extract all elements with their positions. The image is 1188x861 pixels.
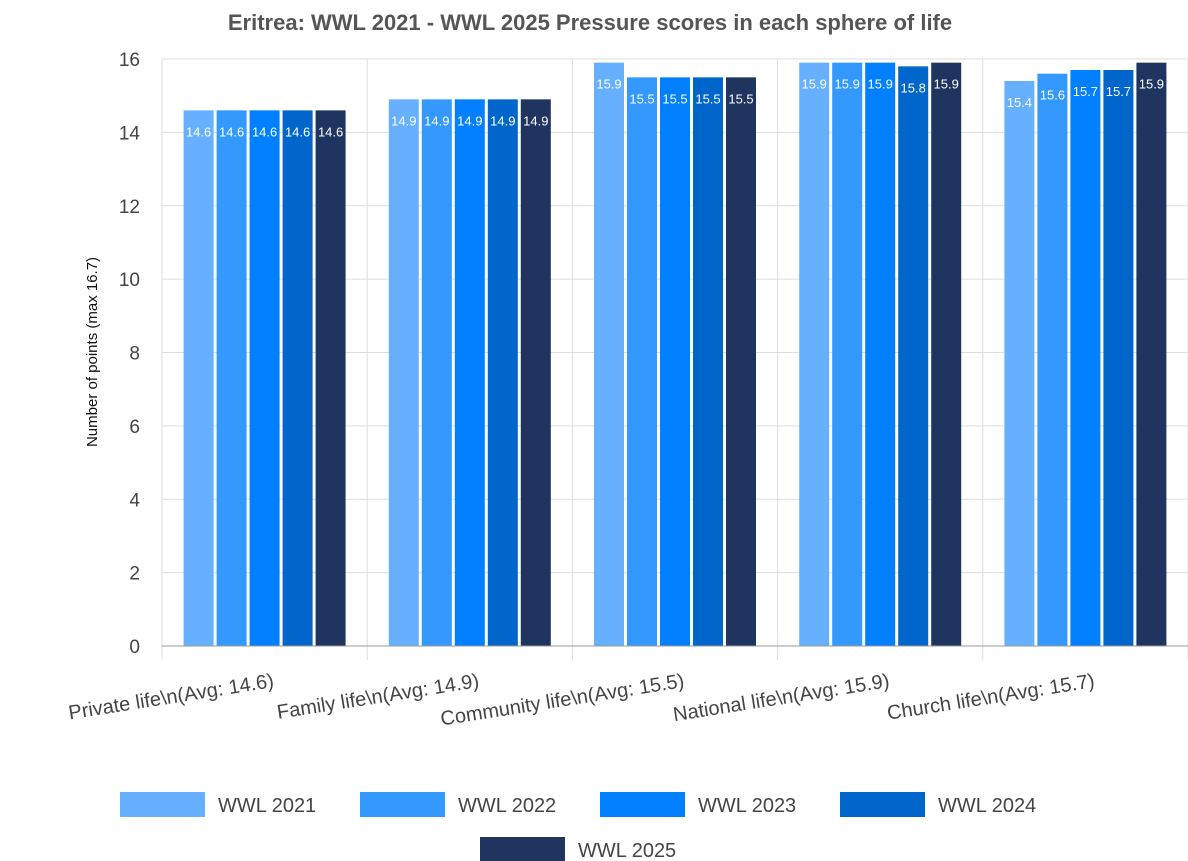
y-tick-label: 4: [129, 490, 140, 511]
data-label: 14.6: [219, 124, 244, 139]
y-tick-label: 0: [129, 637, 140, 658]
bar: [315, 110, 346, 647]
bar: [931, 62, 962, 646]
bar: [726, 77, 756, 646]
data-label: 15.9: [1139, 77, 1164, 92]
bar: [454, 99, 485, 646]
legend-item[interactable]: WWL 2024: [840, 792, 1036, 817]
bar: [249, 110, 280, 647]
bar: [898, 66, 929, 646]
data-label: 14.9: [457, 113, 482, 128]
data-label: 14.6: [318, 124, 343, 139]
x-tick-label: National life\n(Avg: 15.9): [672, 670, 891, 726]
bar: [421, 99, 452, 646]
data-label: 15.9: [835, 77, 860, 92]
chart-title: Eritrea: WWL 2021 - WWL 2025 Pressure sc…: [228, 10, 952, 35]
bar: [865, 62, 896, 646]
legend-label: WWL 2023: [698, 795, 796, 817]
data-label: 15.7: [1073, 84, 1098, 99]
data-label: 15.9: [596, 77, 621, 92]
data-label: 15.5: [695, 91, 720, 106]
data-label: 14.9: [490, 113, 515, 128]
data-label: 14.9: [391, 113, 416, 128]
data-label: 15.7: [1106, 84, 1131, 99]
data-label: 15.9: [934, 77, 959, 92]
bars: [183, 62, 1167, 647]
legend-swatch: [480, 837, 565, 861]
legend-swatch: [360, 792, 445, 817]
y-tick-label: 10: [119, 270, 140, 291]
bar: [183, 110, 214, 647]
data-label: 15.4: [1007, 95, 1032, 110]
y-tick-label: 14: [119, 123, 141, 144]
legend-item[interactable]: WWL 2025: [480, 837, 676, 861]
legend-swatch: [120, 792, 205, 817]
bar: [799, 62, 830, 646]
y-tick-label: 12: [119, 197, 140, 218]
y-tick-label: 2: [129, 564, 140, 585]
legend-item[interactable]: WWL 2022: [360, 792, 556, 817]
data-label: 14.6: [252, 124, 277, 139]
data-label: 15.9: [802, 77, 827, 92]
data-labels: 14.6 14.6 14.6 14.6 14.6 14.9 14.9 14.9 14.9 14.9…: [186, 77, 1164, 140]
data-label: 15.8: [901, 80, 926, 95]
y-tick-label: 6: [129, 417, 140, 438]
data-label: 14.9: [523, 113, 548, 128]
legend-label: WWL 2025: [578, 840, 676, 861]
legend: WWL 2021 WWL 2022 WWL 2023 WWL 2024 WWL 2025: [120, 792, 1036, 861]
bar: [1103, 70, 1134, 647]
data-label: 15.6: [1040, 88, 1065, 103]
data-label: 15.5: [728, 91, 753, 106]
bar: [487, 99, 518, 646]
bar: [1136, 62, 1167, 646]
bar: [520, 99, 551, 646]
data-label: 15.5: [662, 91, 687, 106]
bar: [594, 62, 624, 646]
legend-label: WWL 2021: [218, 795, 316, 817]
bar: [693, 77, 723, 646]
bar: [1037, 73, 1068, 647]
data-label: 14.9: [424, 113, 449, 128]
x-axis: Private life\n(Avg: 14.6) Family life\n(A…: [67, 645, 1188, 730]
x-tick-label: Private life\n(Avg: 14.6): [67, 670, 275, 724]
data-label: 15.5: [629, 91, 654, 106]
bar: [832, 62, 863, 646]
data-label: 15.9: [868, 77, 893, 92]
bar: [216, 110, 247, 647]
y-axis-label: Number of points (max 16.7): [84, 257, 101, 447]
legend-item[interactable]: WWL 2023: [600, 792, 796, 817]
y-tick-label: 16: [119, 50, 140, 71]
bar: [660, 77, 690, 646]
data-label: 14.6: [186, 124, 211, 139]
data-label: 14.6: [285, 124, 310, 139]
bar: [388, 99, 419, 646]
legend-label: WWL 2024: [938, 795, 1036, 817]
bar: [282, 110, 313, 647]
bar: [1070, 70, 1101, 647]
bar: [1004, 81, 1035, 646]
legend-swatch: [600, 792, 685, 817]
y-tick-label: 8: [129, 344, 140, 365]
bar: [627, 77, 657, 646]
y-axis-ticks: 0 2 4 6 8 10 12 14 16: [119, 50, 141, 658]
legend-label: WWL 2022: [458, 795, 556, 817]
legend-item[interactable]: WWL 2021: [120, 792, 316, 817]
legend-swatch: [840, 792, 925, 817]
x-tick-label: Church life\n(Avg: 15.7): [886, 670, 1097, 725]
